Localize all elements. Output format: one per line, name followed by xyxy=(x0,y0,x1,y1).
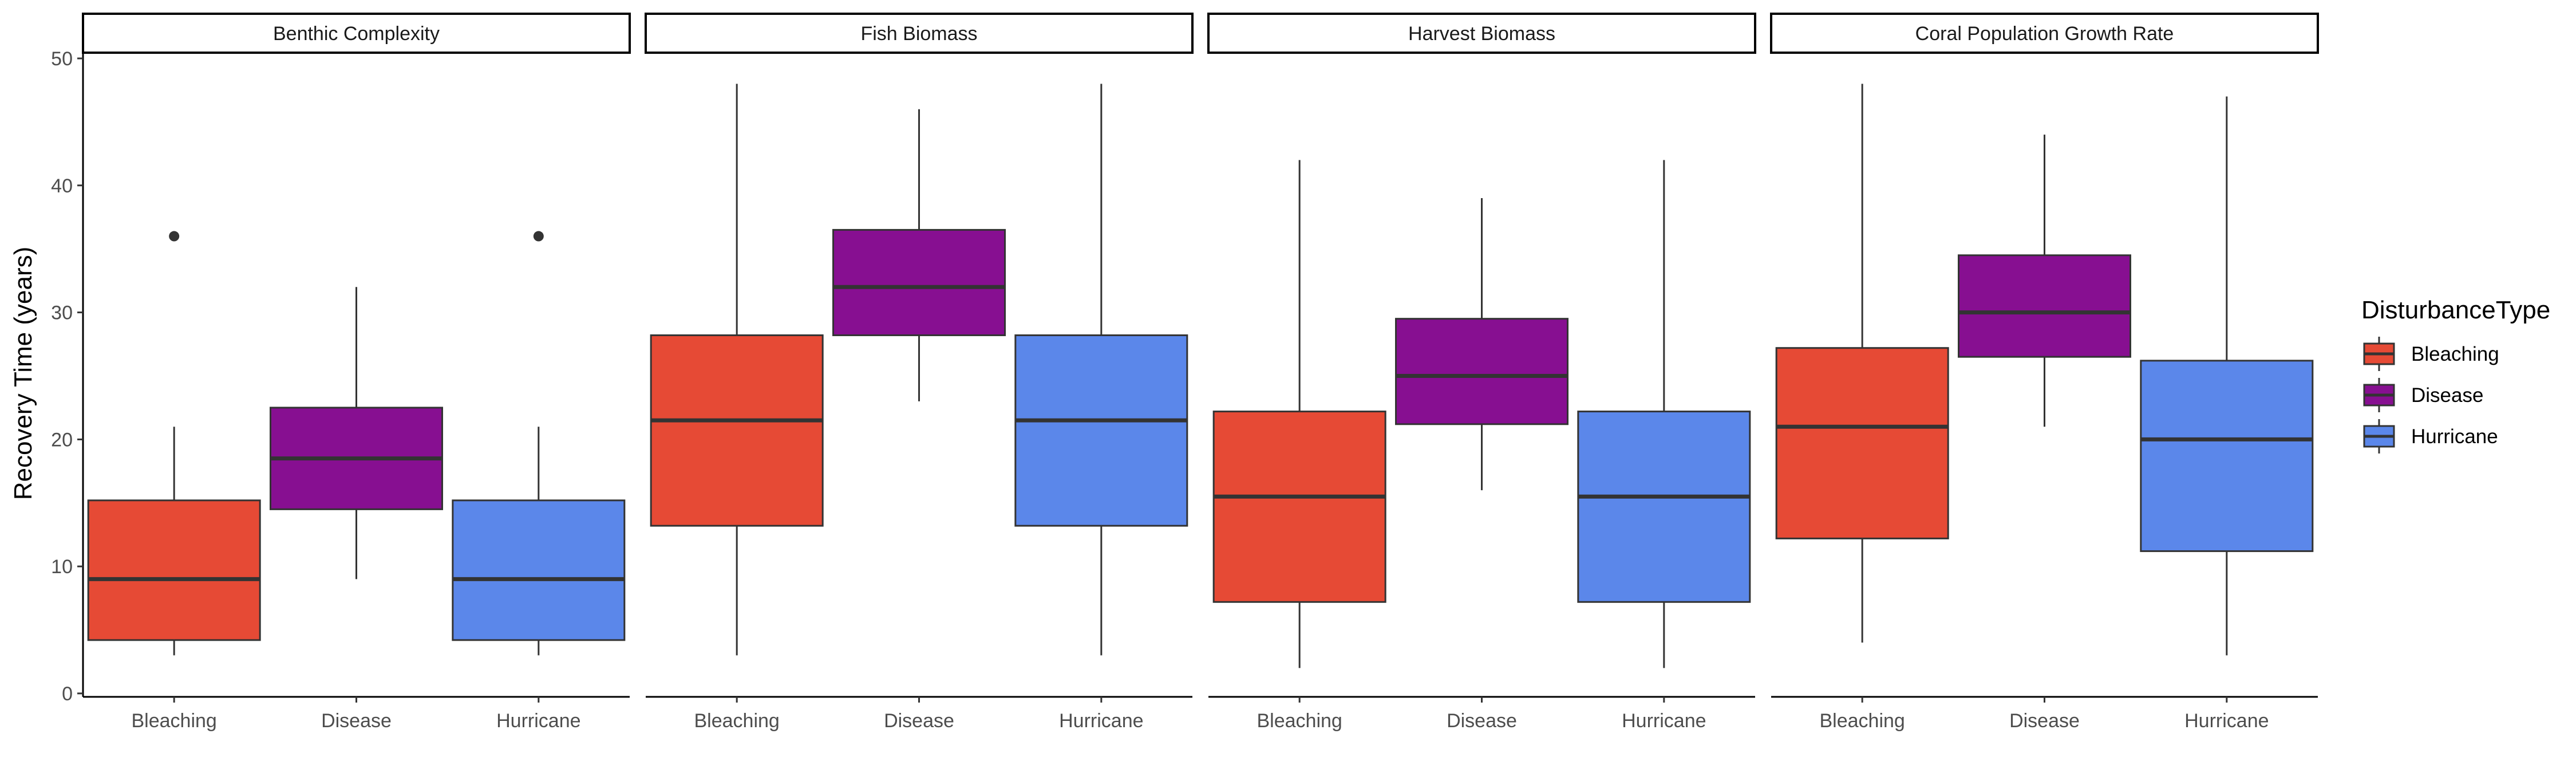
x-tick-label: Hurricane xyxy=(1622,710,1706,732)
y-tick-label: 30 xyxy=(51,302,73,324)
x-tick-label: Hurricane xyxy=(1059,710,1143,732)
outlier-point xyxy=(169,231,180,242)
iqr-box xyxy=(1577,411,1751,603)
y-tick-label: 40 xyxy=(51,175,73,197)
box-disease xyxy=(1395,198,1568,491)
box-hurricane xyxy=(2140,96,2314,656)
y-axis-title: Recovery Time (years) xyxy=(9,247,37,500)
facet-panels: Benthic Complexity Bleaching Disease Hurric… xyxy=(82,13,2319,732)
legend: DisturbanceType Bleaching Disease Hurrican… xyxy=(2361,296,2550,453)
iqr-box xyxy=(1775,347,1949,539)
x-tick-label: Hurricane xyxy=(2184,710,2269,732)
box-disease xyxy=(270,287,443,579)
x-tick-label: Bleaching xyxy=(131,710,216,732)
outlier-point xyxy=(533,231,544,242)
x-tick-label: Bleaching xyxy=(1819,710,1905,732)
x-tick-label: Disease xyxy=(321,710,392,732)
box-hurricane xyxy=(452,231,626,656)
iqr-box xyxy=(1014,334,1188,527)
legend-item-disease: Disease xyxy=(2363,378,2483,412)
y-tick-label: 50 xyxy=(51,48,73,70)
legend-item-hurricane: Hurricane xyxy=(2363,419,2498,453)
y-tick-label: 20 xyxy=(51,429,73,451)
iqr-box xyxy=(452,499,626,641)
legend-title: DisturbanceType xyxy=(2361,296,2550,324)
x-tick-label: Hurricane xyxy=(496,710,580,732)
legend-label: Bleaching xyxy=(2411,343,2499,365)
y-tick-label: 0 xyxy=(62,683,73,705)
facet-strip-label: Benthic Complexity xyxy=(273,23,440,45)
x-tick-label: Bleaching xyxy=(694,710,779,732)
iqr-box xyxy=(650,334,824,527)
facet-panel: Harvest Biomass Bleaching Disease Hurricane xyxy=(1207,13,1756,732)
legend-label: Disease xyxy=(2411,384,2483,407)
facet-strip xyxy=(1207,13,1756,54)
facet-strip-label: Coral Population Growth Rate xyxy=(1915,23,2174,45)
facet-panel: Coral Population Growth Rate Bleaching Dis… xyxy=(1770,13,2319,732)
x-tick-label: Disease xyxy=(884,710,954,732)
facet-strip xyxy=(82,13,631,54)
iqr-box xyxy=(87,499,261,641)
facet-strip-label: Fish Biomass xyxy=(860,23,977,45)
box-bleaching xyxy=(87,231,261,656)
box-hurricane xyxy=(1577,160,1751,668)
legend-label: Hurricane xyxy=(2411,425,2498,448)
facet-panel: Fish Biomass Bleaching Disease Hurricane xyxy=(645,13,1194,732)
x-tick-label: Disease xyxy=(1447,710,1517,732)
iqr-box xyxy=(1212,411,1386,603)
facet-strip xyxy=(645,13,1194,54)
x-tick-label: Bleaching xyxy=(1257,710,1342,732)
box-hurricane xyxy=(1014,84,1188,656)
box-bleaching xyxy=(650,84,824,656)
x-tick-label: Disease xyxy=(2009,710,2080,732)
iqr-box xyxy=(1958,254,2131,358)
facet-panel: Benthic Complexity Bleaching Disease Hurric… xyxy=(82,13,631,732)
facet-strip-label: Harvest Biomass xyxy=(1408,23,1555,45)
box-bleaching xyxy=(1775,84,1949,643)
box-bleaching xyxy=(1212,160,1386,668)
y-tick-label: 10 xyxy=(51,556,73,578)
y-axis: 0 10 20 30 40 50 xyxy=(51,48,84,705)
legend-item-bleaching: Bleaching xyxy=(2363,337,2499,371)
iqr-box xyxy=(2140,360,2314,553)
box-disease xyxy=(1958,135,2131,427)
iqr-box xyxy=(832,228,1006,337)
iqr-box xyxy=(1395,318,1568,425)
box-disease xyxy=(832,109,1006,401)
facet-strip xyxy=(1770,13,2319,54)
